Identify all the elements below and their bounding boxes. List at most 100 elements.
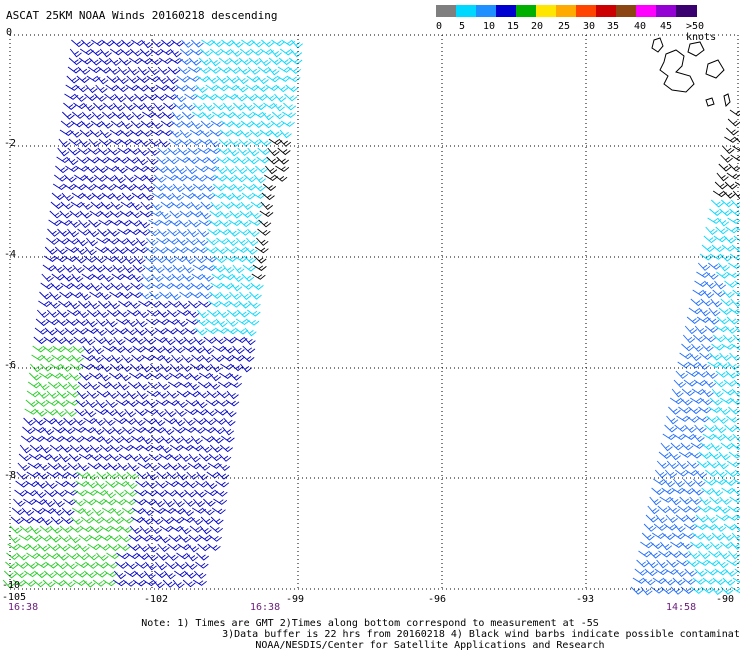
wind-barb: [99, 373, 110, 381]
lon-label: -93: [576, 594, 594, 605]
wind-barb: [199, 454, 211, 461]
wind-barb: [143, 184, 155, 191]
wind-barb: [698, 362, 710, 369]
wind-barb: [139, 139, 151, 146]
wind-barb: [184, 256, 195, 264]
wind-barb: [127, 76, 139, 83]
wind-barb: [195, 562, 208, 568]
wind-barb: [201, 121, 213, 128]
wind-barb: [661, 443, 673, 451]
wind-barb: [139, 220, 150, 228]
lon-label: -90: [716, 594, 734, 605]
wind-barb: [233, 265, 244, 273]
wind-barb: [193, 346, 205, 353]
wind-barb: [112, 193, 124, 200]
wind-barb: [100, 49, 111, 57]
wind-barb: [727, 416, 740, 422]
wind-barb: [674, 380, 686, 387]
wind-barb: [262, 112, 273, 120]
wind-barb: [153, 499, 164, 507]
wind-barb: [183, 580, 195, 587]
wind-barb: [259, 139, 271, 146]
wind-barb: [93, 427, 105, 434]
wind-barb: [188, 382, 199, 390]
wind-barb: [23, 427, 36, 434]
wind-barb: [37, 391, 49, 398]
wind-barb: [252, 274, 265, 279]
wind-barb: [245, 328, 256, 336]
wind-barb: [208, 382, 220, 389]
wind-barb: [650, 497, 661, 505]
wind-barb: [687, 461, 699, 468]
wind-barb: [728, 218, 740, 223]
wind-barb: [721, 155, 733, 162]
wind-barb: [228, 229, 240, 236]
island-outline: [688, 42, 704, 56]
wind-barb: [57, 157, 70, 163]
wind-barb: [718, 263, 729, 271]
wind-barb: [735, 569, 740, 575]
wind-barb: [65, 94, 79, 99]
wind-barb: [18, 463, 30, 470]
wind-barb: [101, 436, 113, 444]
wind-barb: [733, 290, 740, 296]
wind-barb: [202, 274, 214, 281]
wind-barb: [202, 508, 214, 515]
wind-barb: [693, 290, 706, 295]
wind-barb: [38, 382, 49, 390]
wind-barb: [30, 526, 41, 534]
wind-barb: [715, 182, 727, 189]
wind-barb: [717, 560, 729, 568]
wind-barb: [703, 290, 714, 298]
wind-barb: [158, 544, 170, 551]
wind-barb: [77, 391, 89, 399]
wind-barb: [258, 229, 271, 235]
wind-barb: [62, 112, 74, 119]
wind-barb: [89, 220, 101, 227]
wind-barb: [719, 551, 730, 559]
wind-barb: [29, 373, 41, 380]
wind-barb: [159, 139, 170, 147]
wind-barb: [94, 418, 106, 425]
wind-barb: [163, 265, 175, 272]
wind-barb: [82, 112, 94, 119]
wind-barb: [174, 418, 185, 426]
wind-barb: [30, 364, 42, 372]
wind-barb: [201, 202, 213, 209]
wind-barb: [67, 157, 79, 165]
island-outline: [652, 38, 663, 52]
wind-barb: [183, 184, 195, 191]
wind-barb: [231, 283, 242, 291]
wind-barb: [37, 310, 49, 317]
wind-barb: [711, 200, 723, 207]
lat-label: -8: [4, 470, 16, 481]
wind-barb-layer: [3, 40, 740, 595]
wind-barb: [141, 517, 153, 524]
wind-barb: [141, 436, 152, 444]
wind-barb: [38, 463, 50, 470]
wind-barb: [735, 182, 740, 188]
wind-barb: [125, 94, 137, 101]
wind-barb: [670, 497, 681, 505]
wind-barb: [199, 373, 213, 378]
wind-barb: [182, 112, 194, 119]
wind-barb: [285, 94, 298, 101]
wind-barb: [173, 499, 184, 507]
wind-barb: [178, 301, 190, 309]
wind-barb: [229, 373, 241, 380]
wind-barb: [49, 454, 61, 461]
wind-barb: [130, 526, 142, 533]
wind-barb: [70, 49, 81, 57]
wind-barb: [141, 40, 153, 48]
wind-barb: [83, 580, 95, 587]
wind-barb: [211, 436, 223, 443]
wind-barb: [259, 220, 271, 227]
wind-barb: [200, 130, 212, 137]
wind-barb: [644, 524, 656, 531]
wind-barb: [76, 238, 87, 246]
wind-barb: [79, 139, 90, 147]
wind-barb: [138, 463, 151, 469]
wind-barb: [225, 409, 237, 417]
wind-barb: [288, 67, 301, 73]
wind-barb: [674, 524, 685, 532]
